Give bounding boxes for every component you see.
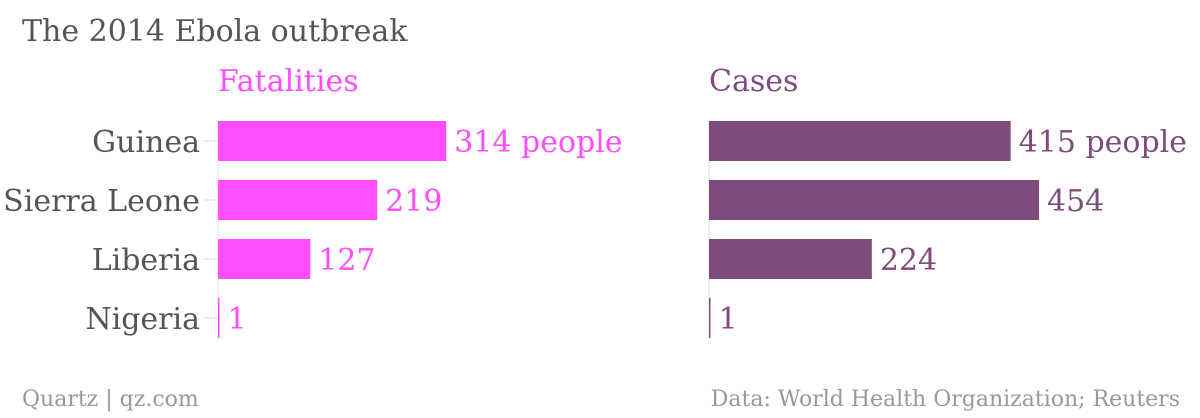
panel-title-fatalities: Fatalities [218,64,359,99]
data-label: 1 [228,302,247,337]
chart-title: The 2014 Ebola outbreak [22,14,408,49]
bar [218,180,378,220]
data-label: 415 people [1019,125,1187,160]
bar [709,298,711,338]
bar [218,298,220,338]
category-label: Nigeria [85,302,200,337]
footer-data-credit: Data: World Health Organization; Reuters [710,387,1180,412]
category-label: Sierra Leone [3,184,200,219]
category-label: Guinea [92,125,200,160]
data-label: 127 [318,243,375,278]
data-label: 224 [880,243,937,278]
panel-title-cases: Cases [709,64,799,99]
data-label: 219 [385,184,442,219]
data-label: 314 people [454,125,622,160]
bar [709,239,872,279]
bar [709,180,1039,220]
data-label: 454 [1047,184,1104,219]
data-label: 1 [719,302,738,337]
category-label: Liberia [92,243,200,278]
bar [218,239,311,279]
footer-source: Quartz | qz.com [22,387,199,412]
bar [709,121,1011,161]
bar [218,121,447,161]
